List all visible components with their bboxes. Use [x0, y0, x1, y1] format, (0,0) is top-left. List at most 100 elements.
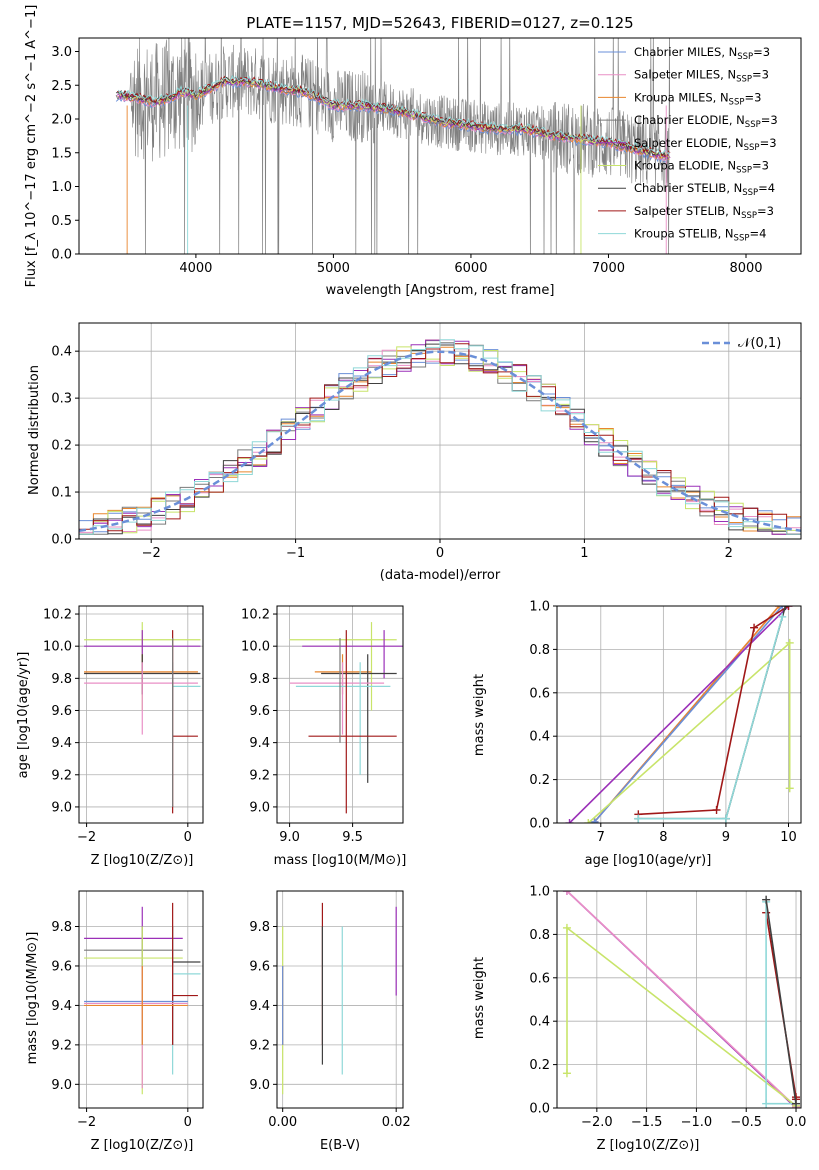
grid-lines — [277, 606, 403, 823]
legend-label: Chabrier MILES, NSSP=3 — [634, 45, 770, 62]
x-tick-label: 6000 — [454, 261, 487, 276]
legend-label: Salpeter MILES, NSSP=3 — [634, 68, 769, 85]
y-tick-label: 0.1 — [51, 486, 72, 501]
residuals-ylabel: Normed distribution — [27, 365, 42, 495]
y-tick-label: 9.8 — [249, 920, 270, 935]
y-tick-label: 9.2 — [249, 1038, 270, 1053]
mass-vs-EBV-xlabel: E(B-V) — [320, 1138, 360, 1153]
spectrum-ylabel: Flux [f_λ 10^−17 erg cm^−2 s^−1 A^−1] — [24, 5, 39, 288]
x-tick-label: 7000 — [592, 261, 625, 276]
axes-frame — [78, 605, 204, 824]
axes-frame — [556, 605, 802, 824]
histogram-step — [79, 343, 801, 535]
legend-subscript: SSP — [734, 234, 750, 244]
age-vs-mass-xlabel: mass [log10(M/M⊙)] — [274, 853, 407, 868]
legend-label: Kroupa STELIB, NSSP=4 — [634, 227, 766, 244]
mass-weight-line — [568, 606, 790, 823]
legend-label: Salpeter STELIB, NSSP=3 — [634, 204, 774, 221]
y-tick-label: 9.8 — [249, 672, 270, 687]
x-tick-label: 0.0 — [786, 1115, 807, 1130]
gaussian-reference-curve — [79, 350, 801, 533]
legend-subscript: SSP — [745, 120, 761, 130]
y-tick-label: 0.2 — [529, 773, 550, 788]
x-tick-label: 0.00 — [268, 1115, 297, 1130]
y-tick-label: 9.0 — [51, 1078, 72, 1093]
legend-value: =3 — [744, 90, 761, 104]
y-tick-label: 2.5 — [51, 79, 72, 94]
x-tick-label: 8000 — [729, 261, 762, 276]
y-tick-label: 9.2 — [51, 1038, 72, 1053]
y-tick-label: 0.5 — [51, 214, 72, 229]
residuals-legend: 𝒩(0,1) — [702, 336, 781, 351]
plot-area — [565, 606, 794, 823]
y-tick-label: 0.2 — [529, 1058, 550, 1073]
legend-subscript: SSP — [742, 188, 758, 198]
legend-value: =3 — [753, 45, 770, 59]
y-tick-label: 0.2 — [51, 439, 72, 454]
massweight-vs-age-xlabel: age [log10(age/yr)] — [585, 853, 712, 868]
residuals-xlabel: (data-model)/error — [380, 568, 501, 583]
x-tick-label: 1 — [580, 546, 588, 561]
y-tick-label: 1.0 — [51, 180, 72, 195]
x-tick-label: −0.5 — [730, 1115, 762, 1130]
x-tick-label: −2 — [77, 830, 96, 845]
legend-subscript: SSP — [736, 75, 752, 85]
y-tick-label: 0.0 — [51, 248, 72, 263]
y-tick-label: 0.3 — [51, 392, 72, 407]
axes-frame — [78, 37, 802, 255]
y-tick-label: 9.4 — [249, 736, 270, 751]
x-tick-label: −1.0 — [681, 1115, 713, 1130]
x-tick-label: −1 — [286, 546, 305, 561]
y-tick-label: 0.4 — [529, 730, 550, 745]
plot-area — [79, 339, 801, 535]
y-tick-label: 1.5 — [51, 146, 72, 161]
axes-frame — [556, 890, 802, 1109]
x-tick-label: 10 — [780, 830, 797, 845]
spectrum-legend: Chabrier MILES, NSSP=3 Salpeter MILES, NS… — [598, 45, 778, 244]
legend-value: =4 — [749, 227, 766, 241]
x-tick-label: 2 — [725, 546, 733, 561]
x-tick-label: 0 — [184, 830, 192, 845]
axes-frame — [78, 322, 802, 540]
plot-area — [84, 622, 201, 814]
legend-value: =4 — [758, 181, 775, 195]
y-tick-label: 0.6 — [529, 686, 550, 701]
axes-frame — [276, 605, 404, 824]
y-tick-label: 10.2 — [43, 608, 72, 623]
y-tick-label: 9.0 — [249, 800, 270, 815]
mass-weight-line — [765, 899, 797, 1104]
y-tick-label: 0.6 — [529, 971, 550, 986]
y-tick-label: 9.2 — [51, 768, 72, 783]
legend-value: =3 — [760, 136, 777, 150]
y-tick-label: 9.4 — [249, 999, 270, 1014]
x-tick-label: 9 — [722, 830, 730, 845]
y-tick-label: 0.4 — [529, 1015, 550, 1030]
legend-subscript: SSP — [741, 211, 757, 221]
legend-value: =3 — [752, 159, 769, 173]
legend-label: Kroupa ELODIE, NSSP=3 — [634, 159, 769, 176]
x-tick-label: 0 — [436, 546, 444, 561]
x-tick-label: 9.5 — [342, 830, 363, 845]
plot-area — [282, 902, 397, 1095]
mass-vs-Z-xlabel: Z [log10(Z/Z⊙)] — [91, 1138, 194, 1153]
massweight-vs-Z-xlabel: Z [log10(Z/Z⊙)] — [597, 1138, 700, 1153]
mass-weight-line — [566, 891, 797, 1108]
spectrum-title: PLATE=1157, MJD=52643, FIBERID=0127, z=0… — [246, 14, 633, 32]
y-tick-label: 0.0 — [529, 817, 550, 832]
legend-subscript: SSP — [736, 166, 752, 176]
spectrum-xlabel: wavelength [Angstrom, rest frame] — [326, 283, 555, 298]
axes-frame — [276, 890, 404, 1109]
x-tick-label: −2.0 — [581, 1115, 613, 1130]
plot-area — [84, 902, 201, 1095]
y-tick-label: 1.0 — [529, 600, 550, 615]
y-tick-label: 9.2 — [249, 768, 270, 783]
y-tick-label: 9.0 — [51, 800, 72, 815]
y-tick-label: 0.4 — [51, 345, 72, 360]
x-tick-label: −2 — [142, 546, 161, 561]
mass-vs-Z-ylabel: mass [log10(M/M⊙)] — [25, 932, 40, 1065]
legend-value: =3 — [761, 113, 778, 127]
legend-label: Chabrier STELIB, NSSP=4 — [634, 181, 775, 198]
legend-value: =3 — [752, 68, 769, 82]
age-vs-Z-panel: −2 0 9.0 9.2 9.4 9.6 9.8 10.0 10.2 — [43, 605, 204, 845]
